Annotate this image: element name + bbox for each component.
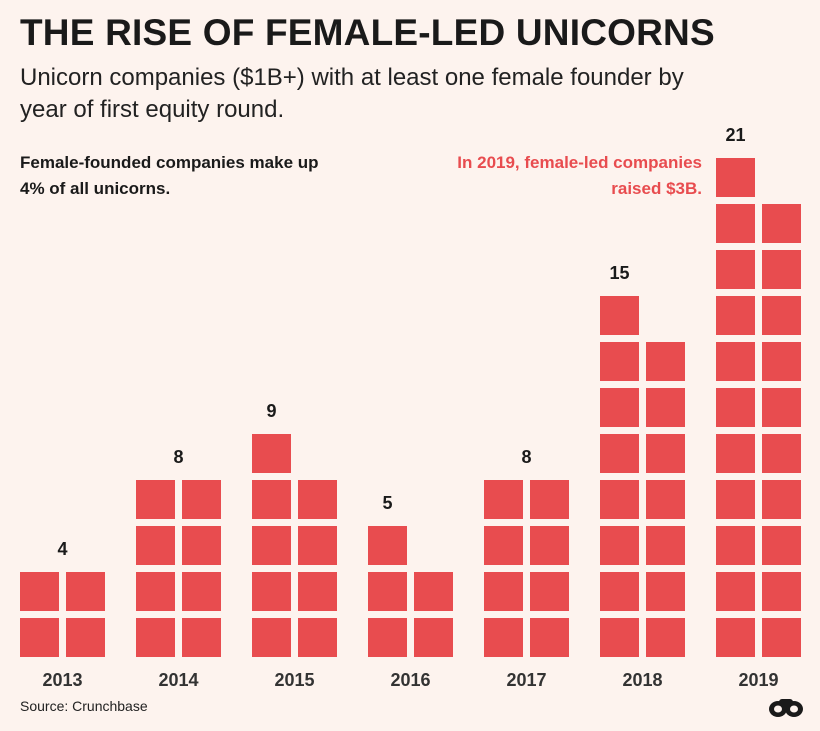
value-label-2017: 8 — [521, 447, 531, 467]
bar-unit-2019-17 — [716, 250, 755, 289]
bar-unit-2019-15 — [716, 296, 755, 335]
category-label-2014: 2014 — [158, 670, 198, 690]
bar-unit-2014-7 — [136, 480, 175, 519]
bar-unit-2019-8 — [762, 480, 801, 519]
bar-unit-2019-6 — [762, 526, 801, 565]
bar-unit-2017-1 — [484, 618, 523, 657]
source-note: Source: Crunchbase — [20, 698, 148, 714]
bar-unit-2015-6 — [298, 526, 337, 565]
binoculars-icon — [769, 699, 803, 717]
category-label-2015: 2015 — [274, 670, 314, 690]
chart-subtitle: Unicorn companies ($1B+) with at least o… — [20, 64, 684, 123]
bar-unit-2015-5 — [252, 526, 291, 565]
bar-unit-2018-12 — [646, 388, 685, 427]
bar-unit-2019-21 — [716, 158, 755, 197]
bar-unit-2019-18 — [762, 250, 801, 289]
bar-unit-2018-13 — [600, 342, 639, 381]
bar-unit-2019-16 — [762, 296, 801, 335]
bar-unit-2017-7 — [484, 480, 523, 519]
bar-unit-2018-9 — [600, 434, 639, 473]
bar-unit-2017-2 — [530, 618, 569, 657]
bar-unit-2015-1 — [252, 618, 291, 657]
bar-unit-2017-4 — [530, 572, 569, 611]
bar-unit-2015-4 — [298, 572, 337, 611]
bar-unit-2013-1 — [20, 618, 59, 657]
bar-unit-2019-9 — [716, 434, 755, 473]
bar-unit-2016-1 — [368, 618, 407, 657]
bar-unit-2018-7 — [600, 480, 639, 519]
value-label-2015: 9 — [266, 401, 276, 421]
bar-unit-2014-1 — [136, 618, 175, 657]
bar-unit-2015-2 — [298, 618, 337, 657]
bar-unit-2018-8 — [646, 480, 685, 519]
bar-unit-2018-11 — [600, 388, 639, 427]
bar-unit-2014-5 — [136, 526, 175, 565]
bar-unit-2015-8 — [298, 480, 337, 519]
category-label-2019: 2019 — [738, 670, 778, 690]
value-label-2018: 15 — [609, 263, 629, 283]
bar-unit-2014-2 — [182, 618, 221, 657]
bar-unit-2015-3 — [252, 572, 291, 611]
bar-unit-2019-20 — [762, 204, 801, 243]
bar-unit-2019-13 — [716, 342, 755, 381]
category-label-2017: 2017 — [506, 670, 546, 690]
bar-unit-2018-15 — [600, 296, 639, 335]
bar-unit-2018-14 — [646, 342, 685, 381]
bar-unit-2016-3 — [368, 572, 407, 611]
bar-unit-2013-2 — [66, 618, 105, 657]
value-label-2014: 8 — [173, 447, 183, 467]
bar-unit-2019-2 — [762, 618, 801, 657]
bar-unit-2019-5 — [716, 526, 755, 565]
category-label-2016: 2016 — [390, 670, 430, 690]
bar-unit-2019-14 — [762, 342, 801, 381]
bar-unit-2014-6 — [182, 526, 221, 565]
bar-unit-2016-2 — [414, 618, 453, 657]
chart-title: THE RISE OF FEMALE-LED UNICORNS — [20, 12, 715, 53]
bar-unit-2013-3 — [20, 572, 59, 611]
annotation-note: Female-founded companies make up 4% of a… — [20, 153, 319, 198]
bar-unit-2018-2 — [646, 618, 685, 657]
category-label-2018: 2018 — [622, 670, 662, 690]
bar-unit-2019-12 — [762, 388, 801, 427]
bar-unit-2013-4 — [66, 572, 105, 611]
annotation-highlight: In 2019, female-led companies raised $3B… — [457, 153, 702, 198]
bar-unit-2018-5 — [600, 526, 639, 565]
bar-unit-2014-8 — [182, 480, 221, 519]
bar-unit-2018-1 — [600, 618, 639, 657]
bar-unit-2017-8 — [530, 480, 569, 519]
bar-unit-2019-7 — [716, 480, 755, 519]
bar-unit-2018-6 — [646, 526, 685, 565]
bar-unit-2017-3 — [484, 572, 523, 611]
bar-unit-2014-3 — [136, 572, 175, 611]
bar-unit-2019-3 — [716, 572, 755, 611]
bar-unit-2018-3 — [600, 572, 639, 611]
bar-unit-2019-10 — [762, 434, 801, 473]
value-label-2019: 21 — [725, 125, 745, 145]
bar-unit-2019-11 — [716, 388, 755, 427]
bar-unit-2019-4 — [762, 572, 801, 611]
bar-unit-2019-19 — [716, 204, 755, 243]
category-label-2013: 2013 — [42, 670, 82, 690]
bar-unit-2015-9 — [252, 434, 291, 473]
bar-unit-2014-4 — [182, 572, 221, 611]
bar-unit-2016-5 — [368, 526, 407, 565]
bar-unit-2017-6 — [530, 526, 569, 565]
value-label-2013: 4 — [57, 539, 67, 559]
bar-unit-2017-5 — [484, 526, 523, 565]
bar-unit-2016-4 — [414, 572, 453, 611]
value-label-2016: 5 — [382, 493, 392, 513]
bar-unit-2019-1 — [716, 618, 755, 657]
bar-unit-2018-4 — [646, 572, 685, 611]
bar-unit-2018-10 — [646, 434, 685, 473]
bar-unit-2015-7 — [252, 480, 291, 519]
